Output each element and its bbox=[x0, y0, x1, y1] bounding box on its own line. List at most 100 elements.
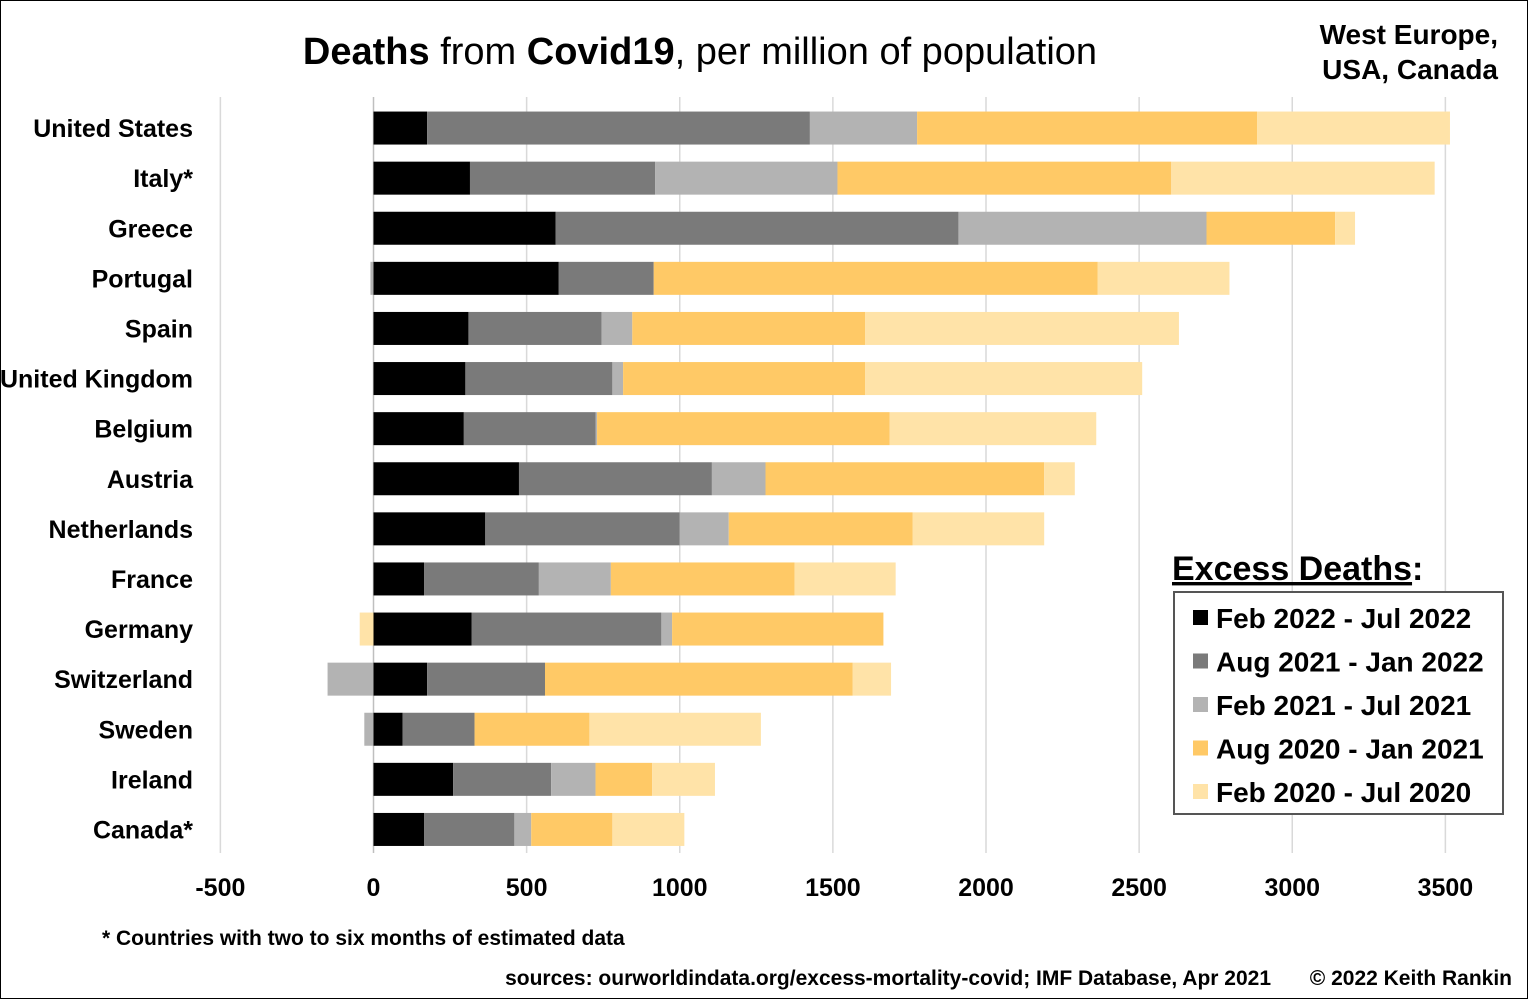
x-tick-label: -500 bbox=[195, 874, 245, 902]
category-label: United States bbox=[33, 115, 193, 143]
bar-segment bbox=[1257, 111, 1450, 145]
bar-segment bbox=[958, 211, 1207, 245]
bar-segment bbox=[601, 311, 633, 345]
bar-segment bbox=[809, 111, 918, 145]
category-label: Canada* bbox=[93, 816, 193, 844]
bar-segment bbox=[465, 362, 613, 396]
bar-segment bbox=[794, 562, 896, 596]
x-tick-label: 2000 bbox=[958, 874, 1014, 902]
bar-segment bbox=[373, 311, 469, 345]
x-tick-label: 3500 bbox=[1418, 874, 1474, 902]
copyright-note: © 2022 Keith Rankin bbox=[1310, 967, 1512, 990]
bar-segment bbox=[865, 362, 1143, 396]
x-tick-label: 2500 bbox=[1111, 874, 1167, 902]
bar-segment bbox=[471, 612, 662, 646]
bar-segment bbox=[518, 462, 712, 496]
bar-segment bbox=[373, 412, 464, 446]
bar-segment bbox=[653, 261, 1098, 295]
bar-segment bbox=[595, 762, 653, 796]
x-tick-label: 3000 bbox=[1264, 874, 1320, 902]
bar-segment bbox=[364, 712, 374, 746]
category-label: Spain bbox=[125, 315, 193, 343]
bar-segment bbox=[373, 211, 556, 245]
bar-segment bbox=[370, 261, 374, 295]
bar-segment bbox=[427, 662, 545, 696]
bar-segment bbox=[359, 612, 374, 646]
bar-segment bbox=[558, 261, 654, 295]
bar-segment bbox=[661, 612, 673, 646]
bar-segment bbox=[373, 512, 486, 546]
bar-segment bbox=[538, 562, 611, 596]
bar-segment bbox=[711, 462, 766, 496]
bar-segment bbox=[463, 412, 596, 446]
bar-segment bbox=[424, 812, 515, 846]
x-tick-label: 1000 bbox=[652, 874, 708, 902]
bar-segment bbox=[612, 362, 624, 396]
category-label: Netherlands bbox=[49, 516, 193, 544]
bar-segment bbox=[373, 161, 470, 195]
bar-segment bbox=[427, 111, 810, 145]
bar-segment bbox=[632, 311, 866, 345]
bar-segment bbox=[555, 211, 959, 245]
bar-segment bbox=[373, 362, 466, 396]
legend-swatch bbox=[1193, 784, 1208, 799]
bar-segment bbox=[679, 512, 729, 546]
bar-segment bbox=[373, 812, 425, 846]
footnote: * Countries with two to six months of es… bbox=[102, 927, 625, 950]
legend-swatch bbox=[1193, 740, 1208, 756]
bar-segment bbox=[852, 662, 892, 696]
bar-segment bbox=[531, 812, 613, 846]
bars bbox=[327, 111, 1450, 846]
bar-segment bbox=[917, 111, 1258, 145]
category-label: United Kingdom bbox=[0, 366, 193, 394]
bar-segment bbox=[327, 662, 374, 696]
bar-segment bbox=[485, 512, 680, 546]
legend-swatch bbox=[1193, 653, 1208, 669]
legend-label: Aug 2021 - Jan 2022 bbox=[1216, 647, 1484, 678]
bar-segment bbox=[373, 762, 454, 796]
category-label: Sweden bbox=[99, 716, 193, 744]
bar-segment bbox=[589, 712, 761, 746]
category-labels: United States Italy* Greece Portugal Spain Un… bbox=[0, 115, 194, 844]
bar-segment bbox=[672, 612, 884, 646]
legend-label: Aug 2020 - Jan 2021 bbox=[1216, 734, 1484, 765]
bar-segment bbox=[373, 612, 472, 646]
category-label: Italy* bbox=[133, 165, 193, 193]
legend-swatch bbox=[1193, 697, 1208, 712]
legend: Excess Deaths: Feb 2022 - Jul 2022 Aug 20… bbox=[1172, 550, 1504, 815]
category-label: Austria bbox=[107, 466, 194, 494]
bar-segment bbox=[373, 111, 428, 145]
bar-segment bbox=[597, 412, 890, 446]
bar-segment bbox=[728, 512, 913, 546]
region-label-line1: West Europe, bbox=[1320, 19, 1498, 50]
region-label-line2: USA, Canada bbox=[1322, 54, 1498, 85]
chart-title: Deaths from Covid19, per million of popu… bbox=[303, 31, 1097, 73]
sources-note: sources: ourworldindata.org/excess-morta… bbox=[505, 967, 1271, 990]
legend-items: Feb 2022 - Jul 2022 Aug 2021 - Jan 2022 Fe… bbox=[1193, 603, 1484, 808]
bar-segment bbox=[424, 562, 539, 596]
category-label: Belgium bbox=[94, 416, 193, 444]
bar-segment bbox=[610, 562, 795, 596]
bar-segment bbox=[551, 762, 596, 796]
bar-segment bbox=[373, 712, 403, 746]
bar-segment bbox=[655, 161, 838, 195]
legend-label: Feb 2021 - Jul 2021 bbox=[1216, 690, 1471, 721]
bar-segment bbox=[1206, 211, 1336, 245]
bar-segment bbox=[612, 812, 685, 846]
bar-segment bbox=[373, 462, 519, 496]
x-tick-label: 0 bbox=[367, 874, 381, 902]
bar-segment bbox=[469, 161, 656, 195]
bar-segment bbox=[912, 512, 1045, 546]
bar-segment bbox=[402, 712, 475, 746]
legend-label: Feb 2022 - Jul 2022 bbox=[1216, 603, 1471, 634]
bar-segment bbox=[474, 712, 590, 746]
bar-segment bbox=[1335, 211, 1356, 245]
category-label: Germany bbox=[85, 616, 193, 644]
bar-segment bbox=[595, 412, 598, 446]
legend-title: Excess Deaths: bbox=[1172, 550, 1423, 588]
bar-segment bbox=[1171, 161, 1435, 195]
category-label: Portugal bbox=[92, 265, 193, 293]
bar-segment bbox=[373, 662, 428, 696]
category-label: Ireland bbox=[111, 766, 193, 794]
